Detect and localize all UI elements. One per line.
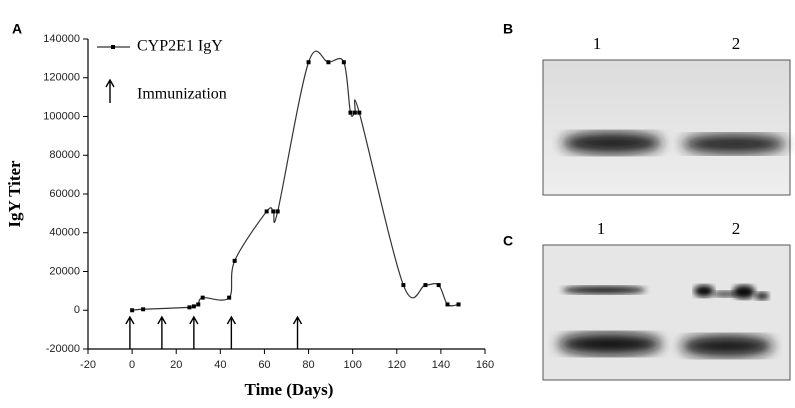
immunization-arrow (292, 315, 303, 349)
point (264, 209, 269, 214)
legend-label: Immunization (137, 86, 227, 103)
y-tick-label: 100000 (43, 110, 80, 122)
point (275, 209, 280, 214)
legend-arrow (105, 78, 115, 103)
point (341, 60, 346, 65)
immunization-arrow (226, 315, 236, 349)
point (232, 258, 237, 263)
lane-label: 1 (597, 219, 606, 238)
point (357, 110, 362, 115)
point (456, 302, 461, 307)
y-tick-label: 20000 (49, 265, 80, 277)
point (306, 60, 311, 65)
x-tick-label: 80 (302, 359, 314, 371)
blot-image (542, 59, 791, 196)
point (130, 308, 135, 313)
immunization-arrow (157, 315, 167, 349)
lane-label: 1 (593, 34, 602, 53)
point (191, 304, 196, 309)
x-tick-label: 20 (170, 359, 182, 371)
legend-marker (111, 45, 115, 49)
immunization-arrow (125, 315, 135, 349)
y-tick-label: 60000 (49, 188, 80, 200)
x-tick-label: -20 (80, 359, 96, 371)
y-tick-label: 80000 (49, 149, 80, 161)
x-tick-label: 120 (388, 359, 406, 371)
y-tick-label: 140000 (43, 33, 80, 45)
x-tick-label: 40 (214, 359, 226, 371)
legend-label: CYP2E1 IgY (137, 38, 223, 55)
lane-label: 2 (732, 34, 741, 53)
blot-image (542, 244, 791, 381)
point (436, 283, 441, 288)
x-tick-label: 160 (476, 359, 494, 371)
x-tick-label: 0 (129, 359, 135, 371)
point (227, 295, 232, 300)
x-tick-label: 140 (432, 359, 450, 371)
point (326, 60, 331, 65)
x-tick-label: 100 (343, 359, 361, 371)
point (271, 209, 276, 214)
point (401, 283, 406, 288)
y-tick-label: -20000 (46, 343, 80, 355)
y-axis-label: IgY Titer (5, 160, 24, 228)
y-tick-label: 0 (74, 304, 80, 316)
panel-label: C (503, 233, 513, 249)
point (348, 110, 353, 115)
point (352, 110, 357, 115)
point (423, 283, 428, 288)
y-tick-label: 40000 (49, 227, 80, 239)
panel-label: B (503, 21, 513, 37)
x-axis-label: Time (Days) (245, 380, 334, 399)
point (196, 302, 201, 307)
point (141, 307, 146, 312)
immunization-arrow (189, 315, 199, 349)
point (187, 305, 192, 310)
x-tick-label: 60 (258, 359, 270, 371)
lane-label: 2 (732, 219, 741, 238)
panel-label: A (12, 21, 22, 37)
y-tick-label: 120000 (43, 72, 80, 84)
point (200, 295, 205, 300)
point (445, 302, 450, 307)
